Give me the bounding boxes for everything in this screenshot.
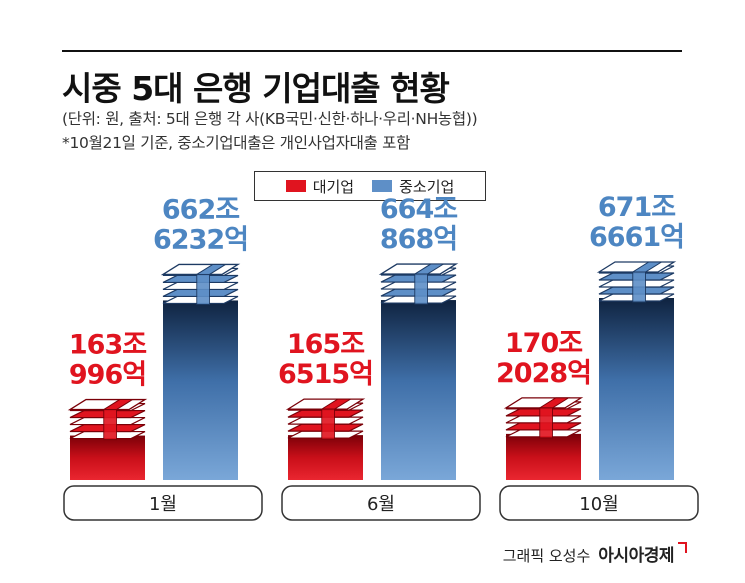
- large-bar-0-label-jo: 163조: [69, 330, 146, 361]
- sme-bar-0-label-jo: 662조: [162, 194, 239, 225]
- sme-bar-0-label-eok: 6232억: [153, 224, 248, 255]
- legend-item-sme: 중소기업: [372, 176, 454, 197]
- large-bar-1-label-eok: 6515억: [278, 359, 373, 390]
- category-pill-2: [499, 485, 699, 521]
- sme-bar-1-pile-wrap: [414, 273, 428, 305]
- footnote: *10월21일 기준, 중소기업대출은 개인사업자대출 포함: [62, 134, 411, 152]
- legend-swatch-large: [285, 180, 306, 192]
- brand-mark-icon: [678, 542, 687, 553]
- large-bar-1: [288, 435, 363, 480]
- sme-bar-1-label-jo: 664조: [380, 194, 457, 225]
- large-bar-1-label-jo: 165조: [287, 329, 364, 360]
- sme-bar-1-label-eok: 868억: [380, 224, 457, 255]
- sme-bar-2: [599, 298, 674, 480]
- large-bar-1-pile-wrap: [321, 408, 335, 440]
- large-bar-2-pile-wrap: [539, 407, 553, 439]
- top-rule: [62, 50, 682, 52]
- sme-bar-0-pile-wrap: [196, 273, 210, 305]
- category-label-2: 10월: [579, 494, 618, 515]
- credit: 그래픽 오성수 아시아경제: [503, 541, 687, 566]
- source-note: (단위: 원, 출처: 5대 은행 각 사(KB국민·신한·하나·우리·NH농협…: [62, 110, 478, 128]
- sme-bar-2-label-eok: 6661억: [589, 222, 684, 253]
- chart-title: 시중 5대 은행 기업대출 현황: [62, 69, 450, 108]
- sme-bar-2-pile-wrap: [632, 271, 646, 303]
- legend-label-sme: 중소기업: [399, 177, 455, 196]
- category-label-0: 1월: [149, 494, 177, 515]
- category-pill-0: [63, 485, 263, 521]
- large-bar-0-label-eok: 996억: [69, 360, 146, 391]
- large-bar-2: [506, 433, 581, 480]
- credit-brand: 아시아경제: [598, 546, 674, 566]
- credit-author: 그래픽 오성수: [502, 547, 591, 565]
- category-pill-1: [281, 485, 481, 521]
- legend-swatch-sme: [372, 180, 393, 192]
- large-bar-2-label-jo: 170조: [505, 328, 582, 359]
- legend: 대기업 중소기업: [254, 171, 486, 201]
- category-label-1: 6월: [367, 494, 395, 515]
- sme-bar-1: [381, 300, 456, 480]
- sme-bar-0: [163, 300, 238, 480]
- large-bar-2-label-eok: 2028억: [496, 358, 591, 389]
- large-bar-0-pile-wrap: [103, 409, 117, 441]
- legend-item-large: 대기업: [285, 176, 355, 197]
- sme-bar-2-label-jo: 671조: [598, 192, 675, 223]
- large-bar-0: [70, 435, 145, 480]
- legend-label-large: 대기업: [312, 177, 355, 196]
